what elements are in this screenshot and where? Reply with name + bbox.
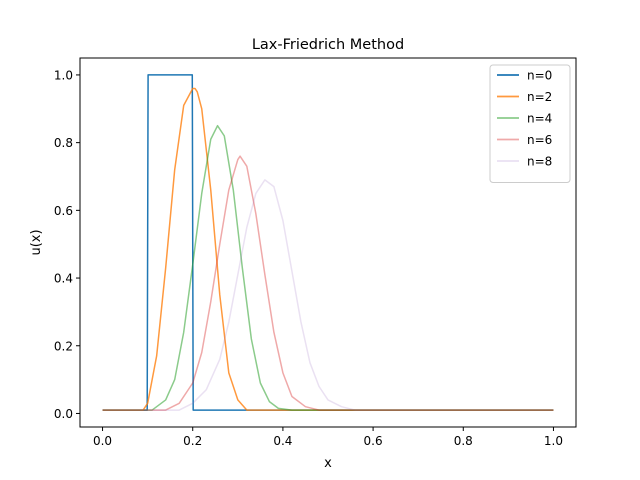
plot-area	[102, 74, 554, 411]
y-tick-label: 1.0	[54, 68, 73, 82]
y-tick-label: 0.6	[54, 204, 73, 218]
y-axis-label: u(x)	[29, 229, 44, 255]
x-tick-label: 0.8	[454, 434, 473, 448]
x-tick-label: 1.0	[544, 434, 563, 448]
legend: n=0 n=2 n=4 n=6 n=8	[489, 64, 571, 183]
y-tick-label: 0.8	[54, 136, 73, 150]
legend-label: n=4	[527, 112, 552, 126]
x-tick-label: 0.2	[183, 434, 202, 448]
series-line-2	[102, 124, 554, 411]
x-tick-label: 0.4	[273, 434, 292, 448]
series-line-1	[102, 87, 554, 411]
x-tick-label: 0.0	[93, 434, 112, 448]
legend-label: n=6	[527, 133, 552, 147]
y-tick-label: 0.2	[54, 339, 73, 353]
legend-label: n=2	[527, 90, 552, 104]
legend-label: n=0	[527, 69, 552, 83]
y-tick-label: 0.0	[54, 407, 73, 421]
axes: 0.0 0.2 0.4 0.6 0.8 1.0 0.0 0.2 0.4 0.6 0.8 1.0	[54, 68, 563, 448]
series-line-3	[102, 155, 554, 411]
plot-frame	[79, 57, 577, 428]
legend-box	[489, 64, 571, 183]
x-axis-label: x	[324, 456, 332, 471]
x-tick-label: 0.6	[364, 434, 383, 448]
series-line-4	[102, 179, 554, 411]
legend-label: n=8	[527, 155, 552, 169]
y-tick-label: 0.4	[54, 272, 73, 286]
chart-title: Lax-Friedrich Method	[252, 37, 404, 53]
